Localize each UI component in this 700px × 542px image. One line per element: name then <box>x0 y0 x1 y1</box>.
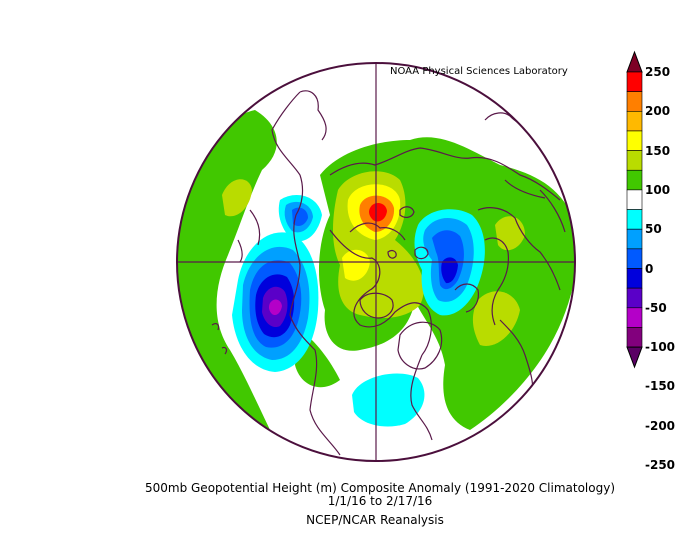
map-caption-source: NCEP/NCAR Reanalysis <box>306 513 444 527</box>
negative-anomaly-region <box>292 207 308 226</box>
map-caption-dates: 1/1/16 to 2/17/16 <box>327 494 433 508</box>
negative-anomaly-region <box>441 257 458 284</box>
credit-label: NOAA Physical Sciences Laboratory <box>390 66 568 77</box>
colorbar-swatch <box>626 307 643 328</box>
colorbar-swatch <box>626 268 643 289</box>
negative-anomaly-region <box>352 373 425 427</box>
colorbar-tick-label: 50 <box>645 222 662 237</box>
coastlines <box>211 90 566 456</box>
colorbar-top-arrow <box>626 50 643 73</box>
map-caption-title: 500mb Geopotential Height (m) Composite … <box>144 481 615 495</box>
colorbar-swatch <box>626 327 643 348</box>
graticule <box>177 63 575 461</box>
positive-anomaly-region <box>222 179 252 217</box>
negative-anomaly-region <box>268 299 282 316</box>
colorbar-tick-label: -200 <box>645 418 676 433</box>
colorbar-tick-label: 250 <box>645 65 671 79</box>
colorbar-swatch <box>626 71 643 92</box>
colorbar-tick-label: -150 <box>645 379 676 394</box>
colorbar-tick-label: -100 <box>645 340 676 355</box>
colorbar-swatch <box>626 91 643 112</box>
colorbar-swatch <box>626 287 643 309</box>
colorbar-swatch <box>626 130 643 151</box>
colorbar <box>626 50 643 369</box>
colorbar-tick-label: 0 <box>645 261 654 276</box>
colorbar-tick-label: 100 <box>645 182 671 197</box>
colorbar-swatch <box>626 111 643 132</box>
colorbar-tick-label: 200 <box>645 104 671 119</box>
colorbar-swatch <box>626 248 643 269</box>
colorbar-swatch <box>626 209 643 230</box>
colorbar-tick-label: 150 <box>645 143 671 158</box>
colorbar-tick-label: -250 <box>645 458 676 472</box>
anomaly-fill <box>177 63 575 461</box>
colorbar-bottom-arrow <box>626 346 643 369</box>
colorbar-swatch <box>626 150 643 171</box>
positive-anomaly-region <box>369 202 387 222</box>
globe-outline <box>176 62 576 462</box>
colorbar-swatch <box>626 169 643 191</box>
colorbar-tick-label: -50 <box>645 300 667 315</box>
colorbar-swatch <box>626 228 643 250</box>
positive-anomaly-region <box>472 291 520 346</box>
colorbar-swatch <box>626 189 643 210</box>
